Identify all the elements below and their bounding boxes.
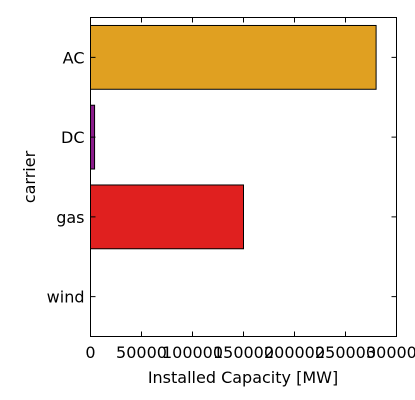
y-tick-label-ac: AC xyxy=(63,48,85,67)
bar-ac xyxy=(90,24,377,90)
x-tick-label-100000: 100000 xyxy=(162,343,223,362)
bar-gas xyxy=(90,184,244,250)
x-tick-label-0: 0 xyxy=(85,343,95,362)
y-axis-title: carrier xyxy=(20,150,39,203)
labels-layer: AC DC gas wind 0 5000010000015000020000025000… xyxy=(47,48,415,362)
y-tick-label-gas: gas xyxy=(56,208,84,227)
plot-frame xyxy=(90,17,397,337)
x-axis-title: Installed Capacity [MW] xyxy=(148,368,338,387)
x-tick-label-50000: 50000 xyxy=(116,343,167,362)
x-tick-label-200000: 200000 xyxy=(264,343,325,362)
x-tick-label-250000: 250000 xyxy=(315,343,376,362)
x-tick-label-300000: 300000 xyxy=(366,343,415,362)
x-tick-label-150000: 150000 xyxy=(213,343,274,362)
y-tick-label-dc: DC xyxy=(61,128,85,147)
bars-layer xyxy=(90,24,377,250)
y-tick-label-wind: wind xyxy=(47,288,85,307)
